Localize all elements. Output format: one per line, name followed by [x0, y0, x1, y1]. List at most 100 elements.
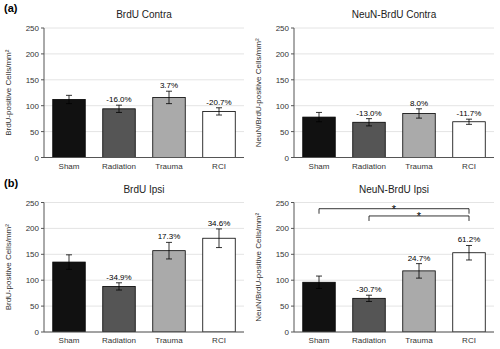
tick-label: 150 [26, 76, 40, 85]
error-cap [116, 290, 122, 291]
error-cap [116, 282, 122, 283]
category-label: Radiation [102, 336, 136, 345]
tick-label: 250 [276, 199, 290, 208]
tick-label: 250 [276, 24, 290, 33]
error-cap [166, 91, 172, 92]
error-line [469, 245, 470, 260]
category-label: Sham [59, 162, 80, 171]
error-bar [66, 255, 72, 270]
error-cap [366, 118, 372, 119]
grid-line [294, 53, 494, 54]
grid-line [294, 79, 494, 80]
error-line [319, 276, 320, 288]
grid-line [44, 157, 244, 158]
bar [353, 122, 386, 157]
tick-label: 50 [280, 302, 289, 311]
grid-line [294, 332, 494, 333]
y-axis-label: NeuN/BrdU-positive Cells/mm² [254, 38, 263, 147]
tick-label: 100 [276, 276, 290, 285]
title: NeuN-BrdU Contra [352, 9, 437, 20]
x-axis [44, 332, 244, 333]
bar [303, 117, 336, 157]
error-cap [466, 245, 472, 246]
panel: 050100150200250-13.0%8.0%-11.7%ShamRadia… [254, 9, 494, 171]
grid-line [294, 105, 494, 106]
significance-label: * [417, 210, 422, 222]
bar [203, 111, 236, 157]
error-cap [66, 269, 72, 270]
category-label: Trauma [405, 336, 433, 345]
error-line [469, 119, 470, 124]
error-bar [466, 119, 472, 124]
error-cap [366, 295, 372, 296]
category-label: Sham [309, 336, 330, 345]
panel: 050100150200250-34.9%17.3%34.6%ShamRadia… [4, 177, 244, 346]
error-line [419, 264, 420, 279]
bar [203, 238, 236, 332]
category-label: RCI [462, 336, 476, 345]
category-label: Trauma [155, 162, 183, 171]
annotation: 17.3% [158, 232, 181, 241]
bars [303, 109, 486, 158]
y-axis [44, 28, 45, 158]
error-cap [116, 105, 122, 106]
error-bar [416, 264, 422, 279]
error-line [169, 91, 170, 103]
bar [153, 251, 186, 332]
error-line [369, 295, 370, 301]
grid-line [44, 202, 244, 203]
y-axis [44, 203, 45, 333]
grid-line [294, 228, 494, 229]
tick-label: 200 [276, 50, 290, 59]
annotation: 8.0% [410, 99, 428, 108]
tick-label: 0 [35, 328, 40, 337]
error-line [169, 242, 170, 259]
bar [303, 282, 336, 332]
error-cap [466, 124, 472, 125]
bar [53, 99, 86, 157]
error-bar [316, 112, 322, 121]
error-cap [166, 103, 172, 104]
error-line [69, 95, 70, 103]
y-axis [294, 28, 295, 158]
annotation: -30.7% [356, 285, 381, 294]
error-cap [166, 258, 172, 259]
error-bar [466, 245, 472, 260]
title: NeuN-BrdU Ipsi [359, 184, 429, 195]
category-label: Sham [309, 162, 330, 171]
error-cap [216, 228, 222, 229]
error-bar [66, 95, 72, 103]
error-bar [366, 295, 372, 301]
annotation: 61.2% [458, 235, 481, 244]
category-label: RCI [212, 162, 226, 171]
bar [453, 122, 486, 158]
error-line [119, 105, 120, 112]
bar [103, 109, 136, 158]
bar [153, 97, 186, 157]
bar [353, 298, 386, 332]
annotation: 24.7% [408, 254, 431, 263]
grid-line [294, 157, 494, 158]
tick-label: 200 [276, 224, 290, 233]
error-cap [416, 263, 422, 264]
x-axis [294, 157, 494, 158]
annotation: -13.0% [356, 109, 381, 118]
error-bar [216, 229, 222, 248]
error-cap [366, 125, 372, 126]
bars [53, 229, 236, 332]
error-cap [316, 121, 322, 122]
bar [53, 262, 86, 332]
error-cap [416, 278, 422, 279]
error-line [319, 112, 320, 121]
error-bar [166, 91, 172, 103]
grid-line [44, 228, 244, 229]
error-cap [466, 119, 472, 120]
error-line [369, 119, 370, 126]
y-axis-label: NeuN/BrdU-positive Cells/mm² [254, 212, 263, 321]
category-label: RCI [462, 162, 476, 171]
bar [403, 271, 436, 332]
error-cap [366, 301, 372, 302]
tick-label: 0 [285, 154, 290, 163]
tick-label: 100 [26, 102, 40, 111]
tick-label: 150 [276, 76, 290, 85]
